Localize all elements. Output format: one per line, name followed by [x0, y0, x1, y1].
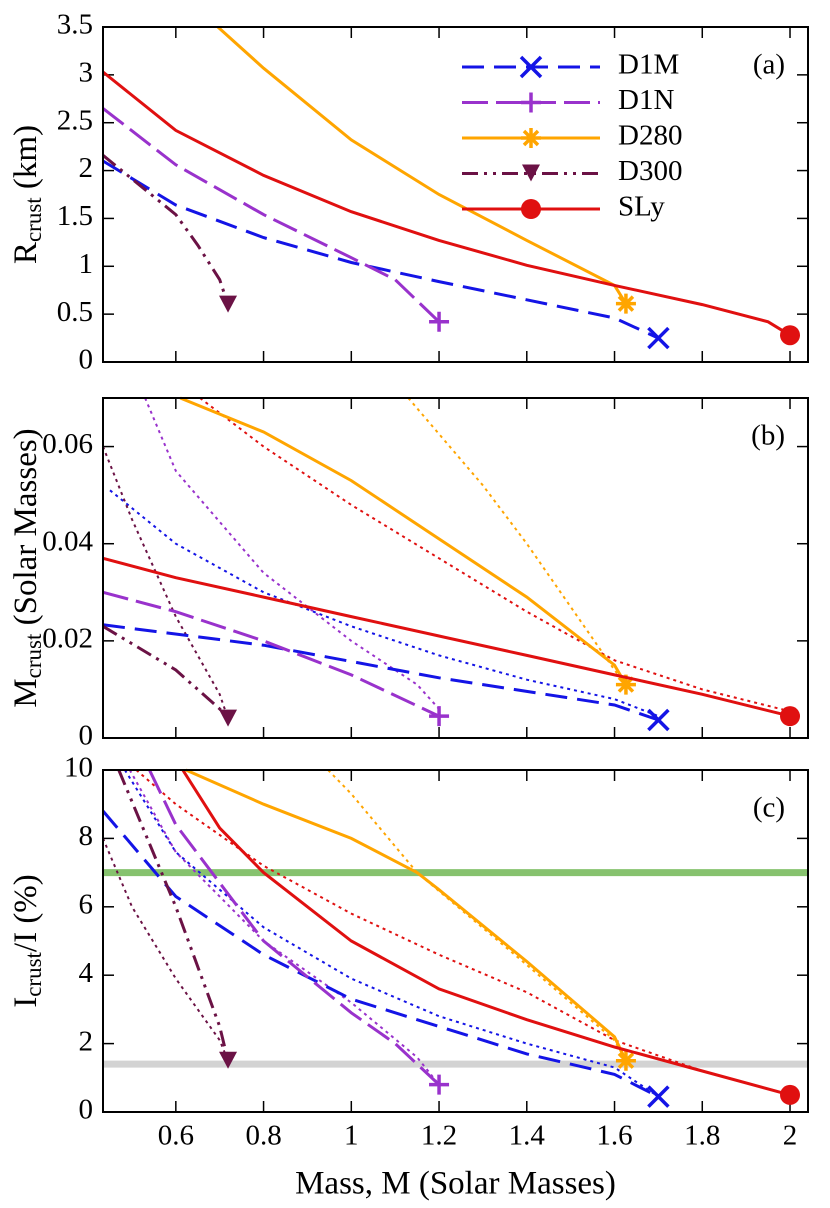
series-line: [185, 768, 628, 1062]
panel-label: (c): [753, 792, 785, 824]
y-tick-label: 3.5: [57, 9, 93, 41]
end-marker: [647, 708, 670, 732]
y-tick-label: 2: [79, 152, 94, 184]
end-marker: [780, 706, 801, 727]
x-tick-label: 1.6: [596, 1120, 632, 1152]
end-marker: [429, 706, 450, 727]
series-line: [101, 810, 660, 1098]
y-tick-label: 1: [79, 248, 94, 280]
series-line: [102, 159, 660, 340]
end-marker: [615, 674, 636, 695]
end-marker: [219, 709, 238, 727]
plot-frame: [102, 397, 809, 739]
series-line: [102, 107, 441, 323]
series-line: [102, 625, 230, 720]
legend-label: D1N: [618, 84, 674, 116]
series-line: [102, 446, 229, 719]
series-line: [109, 489, 659, 718]
series-line: [102, 590, 440, 718]
plot-frame: [102, 26, 809, 363]
x-tick-label: 0.6: [158, 1120, 194, 1152]
y-tick-label: 2.5: [57, 104, 93, 136]
series-line: [144, 397, 440, 710]
series-line: [407, 397, 627, 686]
y-label-rest: /I (%): [8, 874, 44, 952]
end-marker: [429, 311, 450, 332]
series-line: [199, 397, 791, 713]
legend-label: D1M: [618, 49, 679, 81]
y-tick-label: 0: [79, 344, 94, 376]
y-label-rest: (Solar Masses): [8, 428, 44, 633]
series-line: [102, 556, 791, 718]
y-tick-label: 0: [79, 1094, 94, 1126]
legend-label: SLy: [618, 191, 665, 223]
end-marker: [647, 1085, 670, 1108]
series-line: [327, 769, 627, 1062]
x-tick-label: 1.8: [684, 1120, 720, 1152]
x-tick-label: 2: [783, 1120, 798, 1152]
series-line: [128, 769, 440, 1086]
series-line: [148, 769, 441, 1086]
y-label-main: M: [8, 678, 44, 707]
end-marker: [780, 1084, 801, 1105]
y-tick-label: 0.02: [42, 623, 93, 655]
y-label-sub: crust: [21, 633, 46, 678]
y-tick-label: 3: [79, 57, 94, 89]
end-marker: [219, 295, 238, 313]
y-tick-label: 6: [79, 888, 94, 920]
y-tick-label: 0.06: [42, 428, 93, 460]
y-axis-label: Mcrust (Solar Masses): [8, 428, 47, 707]
series-line: [102, 70, 791, 337]
series-line: [135, 769, 791, 1096]
y-tick-label: 0.04: [42, 525, 93, 557]
y-axis-label: Icrust/I (%): [8, 874, 47, 1008]
legend-label: D280: [618, 120, 682, 152]
y-tick-label: 1.5: [57, 200, 93, 232]
y-label-sub: crust: [21, 197, 46, 242]
series-line: [102, 154, 230, 306]
plot-frame: [102, 769, 809, 1113]
series-line: [117, 769, 230, 1062]
legend-marker: [522, 164, 540, 182]
y-label-sub: crust: [21, 951, 46, 996]
series-line: [102, 623, 659, 722]
y-tick-label: 4: [79, 957, 94, 989]
legend-marker: [519, 55, 543, 79]
x-tick-label: 1.2: [421, 1120, 457, 1152]
x-tick-label: 1: [344, 1120, 359, 1152]
end-marker: [780, 325, 801, 346]
legend-marker: [521, 128, 541, 148]
x-tick-label: 1.4: [509, 1120, 546, 1152]
legend-marker: [521, 92, 541, 113]
end-marker: [615, 293, 636, 314]
y-label-main: I: [8, 997, 44, 1008]
y-tick-label: 10: [64, 752, 93, 784]
y-tick-label: 0: [79, 720, 94, 752]
panel-label: (b): [751, 420, 785, 452]
end-marker: [219, 1051, 238, 1069]
y-label-rest: (km): [8, 125, 44, 197]
y-axis-label: Rcrust (km): [8, 125, 47, 264]
series-line: [181, 769, 791, 1097]
x-axis-label: Mass, M (Solar Masses): [295, 1166, 616, 1202]
y-label-main: R: [8, 242, 44, 264]
series-line: [179, 396, 628, 686]
end-marker: [647, 326, 670, 350]
series-line: [124, 769, 659, 1098]
end-marker: [615, 1050, 636, 1071]
x-tick-label: 0.8: [245, 1120, 281, 1152]
y-tick-label: 8: [79, 820, 94, 852]
end-marker: [429, 1074, 450, 1095]
legend-label: D300: [618, 155, 682, 187]
panel-label: (a): [753, 49, 785, 81]
y-tick-label: 0.5: [57, 296, 93, 328]
legend-marker: [521, 199, 541, 219]
series-line: [102, 838, 229, 1062]
y-tick-label: 2: [79, 1025, 94, 1057]
